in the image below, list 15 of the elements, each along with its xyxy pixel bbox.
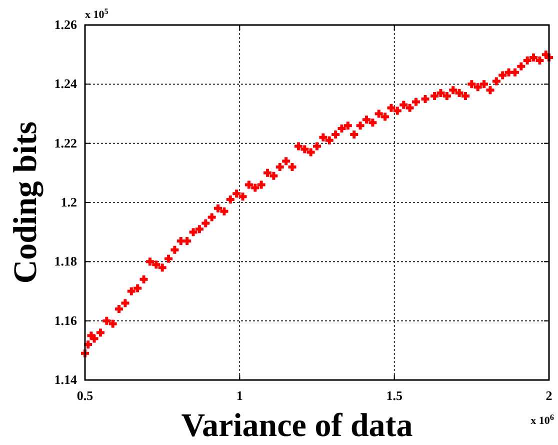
x-tick-label: 1.5 bbox=[386, 388, 403, 403]
text: x 10$^{5}$ bbox=[85, 6, 108, 21]
y-tick-label: 1.26 bbox=[54, 17, 78, 32]
y-axis-title: Coding bits bbox=[8, 121, 44, 284]
y-tick-label: 1.2 bbox=[60, 194, 77, 210]
text: x 10$^{6}$ bbox=[530, 412, 554, 427]
x-tick-label: 0.5 bbox=[76, 388, 94, 403]
y-tick-label: 1.16 bbox=[54, 312, 78, 328]
x-axis-title: Variance of data bbox=[181, 408, 413, 444]
y-tick-label: 1.14 bbox=[54, 372, 78, 387]
x-tick-label: 1 bbox=[236, 388, 243, 403]
y-tick-label: 1.22 bbox=[54, 135, 77, 150]
y-tick-label: 1.18 bbox=[54, 254, 78, 269]
y-tick-label: 1.24 bbox=[54, 76, 78, 92]
x-tick-label: 2 bbox=[546, 388, 552, 403]
